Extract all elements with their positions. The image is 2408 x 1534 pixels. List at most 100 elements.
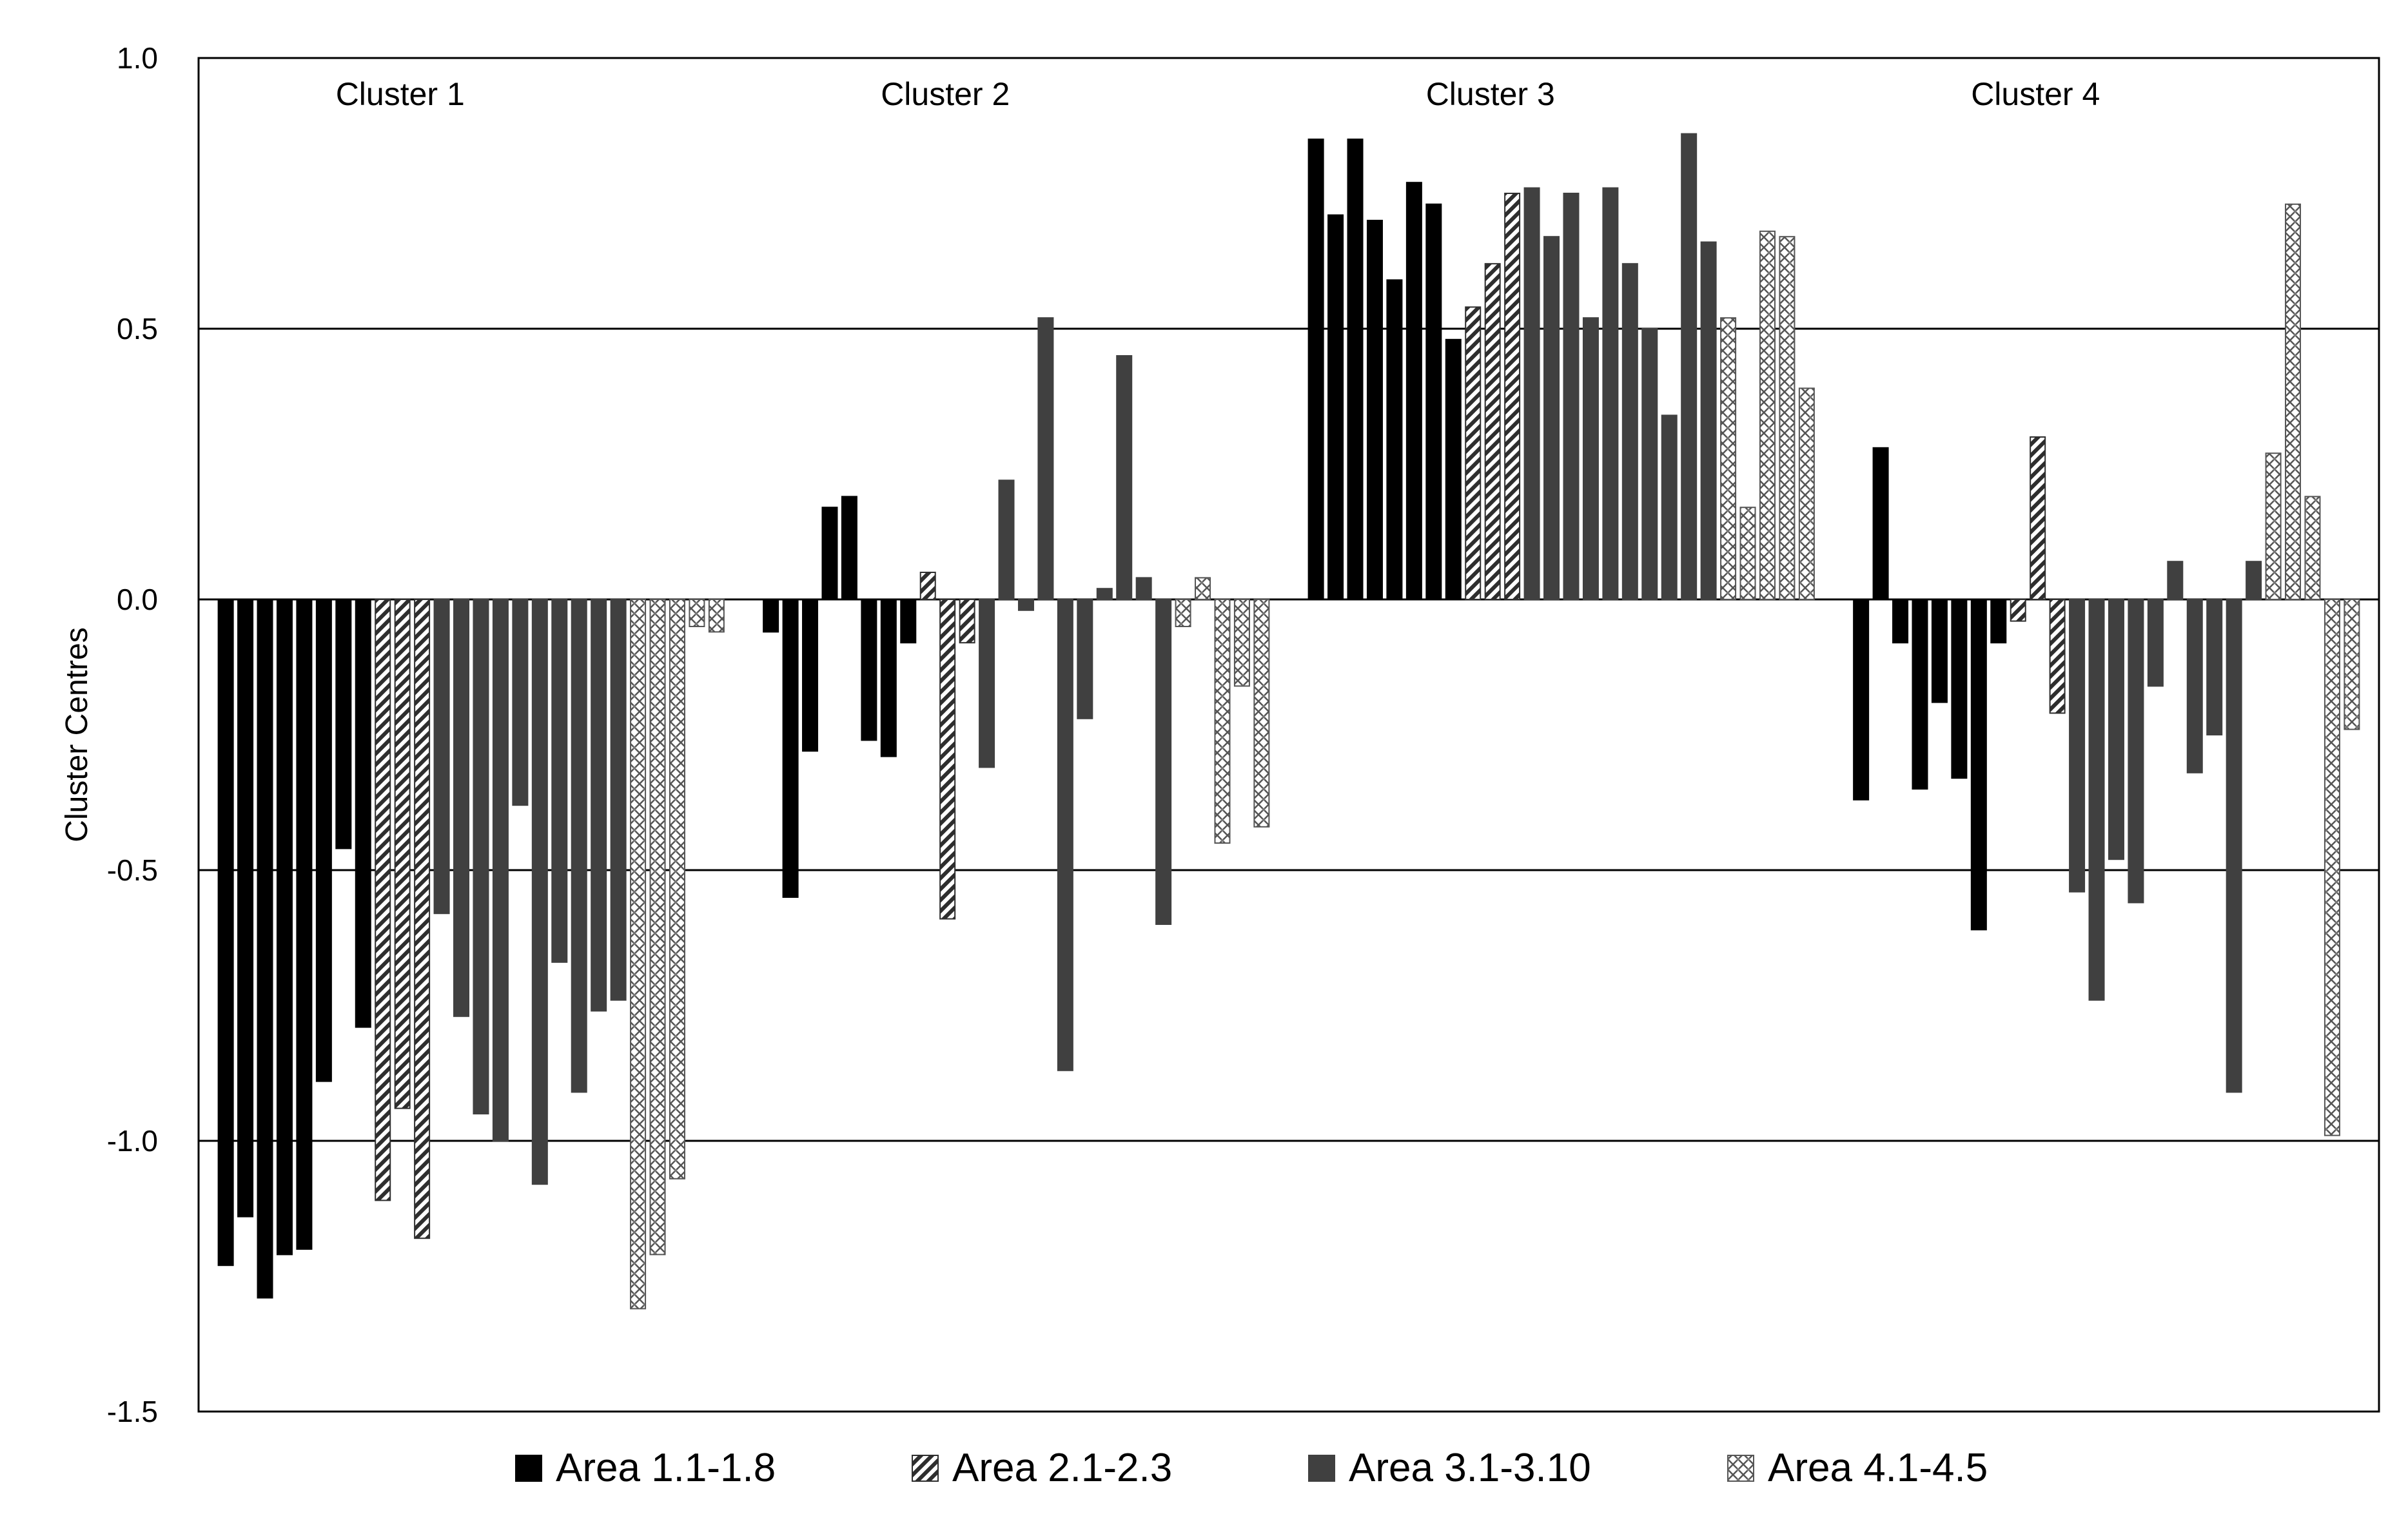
bar — [1057, 599, 1073, 1071]
bar — [1853, 599, 1870, 801]
cluster-label: Cluster 3 — [1426, 76, 1555, 112]
bar — [335, 599, 352, 850]
bar — [531, 599, 548, 1185]
bar — [1779, 236, 1796, 600]
bar — [2324, 599, 2340, 1136]
bar — [2206, 599, 2223, 735]
bar — [2304, 496, 2321, 601]
bar — [296, 599, 313, 1250]
bar — [2088, 599, 2105, 1001]
y-axis-title: Cluster Centres — [60, 627, 94, 842]
bar — [2186, 599, 2203, 773]
bar — [512, 599, 529, 806]
bar — [1096, 588, 1113, 601]
bar — [1233, 599, 1250, 687]
y-tick-label: 0.5 — [117, 312, 158, 345]
bar — [1641, 328, 1658, 600]
bar — [1504, 193, 1521, 600]
bar — [1798, 387, 1815, 601]
bar — [571, 599, 587, 1093]
bar — [2049, 599, 2066, 714]
bar — [315, 599, 332, 1082]
bar — [237, 599, 254, 1218]
bar — [1990, 599, 2007, 644]
bar — [1700, 241, 1717, 601]
bar — [2030, 436, 2046, 600]
y-tick-label: 1.0 — [117, 41, 158, 75]
bar — [2285, 203, 2302, 600]
cluster-label: Cluster 2 — [881, 76, 1010, 112]
bar — [939, 599, 956, 920]
bar — [669, 599, 685, 1180]
y-tick-label: -1.5 — [107, 1395, 158, 1428]
y-tick-label: -0.5 — [107, 853, 158, 887]
bar — [591, 599, 607, 1012]
bar — [433, 599, 450, 915]
bar — [1759, 230, 1776, 600]
cluster-label: Cluster 4 — [1971, 76, 2100, 112]
bar — [782, 599, 799, 898]
bar — [2010, 599, 2026, 622]
bar — [2128, 599, 2144, 904]
bar — [1327, 214, 1344, 601]
bar — [1739, 507, 1756, 601]
bar — [257, 599, 273, 1299]
bar — [1563, 193, 1580, 600]
bar — [2226, 599, 2242, 1093]
bars-layer — [217, 133, 2360, 1310]
bar — [375, 599, 391, 1201]
legend: Area 1.1-1.8 Area 2.1-2.3 Area 3.1-3.10 Are… — [515, 1446, 1988, 1490]
legend-label: Area 2.1-2.3 — [952, 1446, 1172, 1490]
bar — [1720, 317, 1737, 600]
bar — [1465, 306, 1482, 600]
bar — [1621, 263, 1638, 600]
bar — [979, 599, 995, 768]
bar — [2108, 599, 2124, 860]
bar — [2147, 599, 2164, 687]
bar — [1661, 414, 1678, 601]
bar — [492, 599, 509, 1141]
bar — [821, 507, 838, 601]
bar — [1681, 133, 1698, 601]
bar — [1195, 577, 1211, 601]
bar — [1425, 203, 1442, 600]
bar — [1214, 599, 1231, 844]
bar — [1405, 182, 1422, 600]
bar — [630, 599, 647, 1310]
bar — [998, 480, 1015, 601]
bar — [276, 599, 293, 1256]
bar — [1037, 317, 1054, 600]
bar — [1445, 338, 1462, 600]
legend-label: Area 1.1-1.8 — [556, 1446, 776, 1490]
bar — [1116, 355, 1133, 600]
bar — [802, 599, 819, 752]
bar — [551, 599, 568, 963]
legend-swatch — [1727, 1455, 1754, 1482]
bar — [217, 599, 234, 1267]
bar — [1077, 599, 1093, 719]
bar — [1931, 599, 1948, 703]
bar — [1543, 236, 1560, 600]
bar — [2344, 599, 2360, 730]
cluster-labels: Cluster 1 Cluster 2 Cluster 3 Cluster 4 — [336, 76, 2100, 112]
bar — [861, 599, 877, 741]
bar — [1017, 599, 1034, 611]
legend-swatch — [515, 1455, 542, 1482]
bar — [900, 599, 917, 644]
bar — [2069, 599, 2086, 893]
bar — [1951, 599, 1968, 779]
bar — [1970, 599, 1987, 931]
plot-area-frame — [197, 57, 2380, 1413]
bar — [2246, 561, 2262, 601]
bar — [473, 599, 489, 1114]
bar — [1155, 599, 1172, 925]
bar — [1386, 279, 1403, 600]
y-axis-tick-labels: 1.0 0.5 0.0 -0.5 -1.0 -1.5 — [107, 41, 158, 1428]
bar — [1347, 139, 1364, 600]
legend-swatch — [912, 1455, 939, 1482]
bar — [763, 599, 779, 633]
bar — [1307, 139, 1324, 600]
bar — [610, 599, 627, 1001]
bar — [689, 599, 705, 627]
